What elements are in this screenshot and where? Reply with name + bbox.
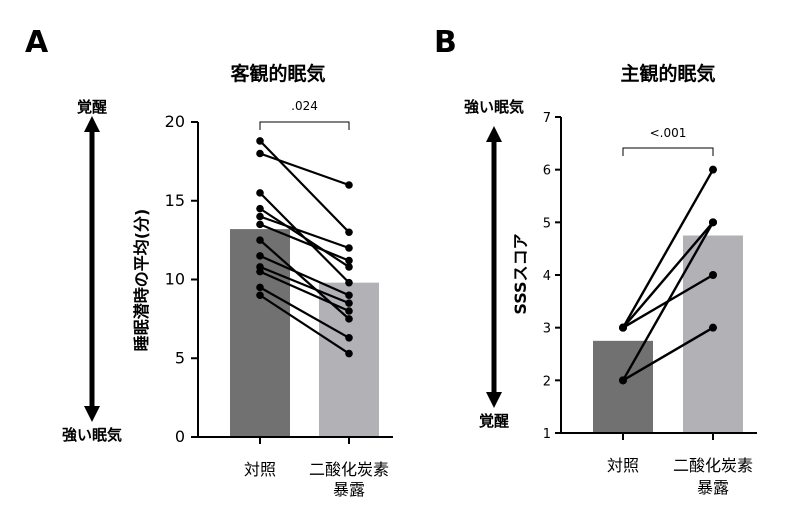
- panel-a-paired-line: [259, 152, 350, 187]
- panel-a-paired-line: [259, 215, 350, 250]
- panel-a-point-control: [256, 236, 264, 244]
- panel-b-paired-line: [621, 169, 715, 329]
- panel-a-paired-line: [259, 207, 350, 268]
- panel-b-point-exposure: [709, 165, 717, 174]
- panel-a-point-exposure: [345, 278, 353, 287]
- panel-a-paired-line: [259, 270, 350, 313]
- panel-a-bar-1: [230, 229, 290, 437]
- panel-a-point-exposure: [345, 315, 353, 323]
- panel-b-bar-1: [593, 340, 653, 433]
- panel-b-y-tick-label: 1: [543, 427, 551, 442]
- panel-a-point-exposure: [345, 228, 353, 237]
- panel-a-title: 客観的眠気: [230, 62, 325, 85]
- panel-b-paired-line: [622, 326, 714, 382]
- panel-a-category-label: 二酸化炭素: [309, 460, 389, 479]
- panel-a-point-control: [256, 220, 264, 229]
- panel-a-category-label: 暴露: [333, 480, 365, 499]
- panel-a-y-axis-label: 睡眠潜時の平均(分): [132, 209, 151, 352]
- panel-a-paired-line: [259, 294, 350, 355]
- panel-a-arrow-bottom-label: 強い眠気: [62, 426, 122, 444]
- panel-a-point-exposure: [345, 299, 353, 307]
- panel-a-y-tick-label: 15: [165, 191, 185, 210]
- panel-a-point-control: [256, 252, 264, 260]
- panel-b-significance-bracket: [622, 147, 714, 156]
- panel-b-bar-2: [683, 235, 743, 433]
- panel-b-y-tick-label: 7: [543, 111, 551, 126]
- panel-b-arrow-top-label: 強い眠気: [464, 98, 524, 116]
- panel-a-paired-line: [259, 254, 350, 297]
- panel-a-point-control: [256, 291, 264, 300]
- panel-a-point-control: [256, 149, 264, 158]
- panel-a-point-exposure: [345, 307, 353, 315]
- panel-b-y-tick-label: 5: [543, 216, 551, 231]
- panel-a-point-exposure: [345, 244, 353, 252]
- panel-b-category-label: 対照: [607, 456, 639, 475]
- panel-b-point-exposure: [709, 323, 717, 332]
- panel-a-paired-line: [259, 265, 350, 305]
- panel-a-y-tick-label: 20: [165, 112, 185, 131]
- panel-a-point-control: [256, 189, 264, 197]
- panel-a-y-tick-label: 10: [165, 270, 185, 289]
- panel-a-point-exposure: [345, 263, 353, 271]
- panel-a-point-control: [256, 283, 264, 292]
- panel-a-point-control: [256, 267, 264, 276]
- panel-a-point-exposure: [345, 181, 353, 189]
- panel-a-point-exposure: [345, 349, 353, 358]
- panel-a-point-control: [256, 212, 264, 221]
- panel-b-y-tick-label: 3: [543, 322, 551, 337]
- panel-b-paired-line: [621, 221, 715, 381]
- panel-a-point-exposure: [345, 333, 353, 342]
- panel-a-point-exposure: [345, 291, 353, 300]
- panel-a-paired-line: [259, 223, 350, 262]
- panel-b-title: 主観的眠気: [620, 62, 715, 85]
- panel-a-point-control: [256, 137, 264, 145]
- panel-b-y-tick-label: 2: [543, 374, 551, 389]
- panel-a-paired-line: [259, 140, 350, 234]
- panel-a-arrow-top-label: 覚醒: [77, 98, 107, 116]
- panel-b-point-exposure: [709, 218, 717, 227]
- panel-a-y-tick-label: 0: [175, 427, 185, 446]
- panel-b-letter: B: [434, 25, 457, 60]
- panel-b-paired-line: [622, 221, 714, 329]
- panel-a-paired-line: [259, 286, 350, 339]
- panel-b-y-axis-label: SSSスコア: [511, 233, 530, 314]
- panel-b-arrow-bottom-label: 覚醒: [479, 412, 509, 430]
- panel-b-point-exposure: [709, 271, 717, 279]
- panel-b-y-tick-label: 6: [543, 164, 551, 179]
- panel-b-y-tick-label: 4: [543, 269, 551, 284]
- panel-b-point-control: [619, 323, 627, 332]
- panel-a-significance-bracket: [259, 121, 350, 130]
- panel-a-point-exposure: [345, 256, 353, 265]
- panel-a-letter: A: [25, 25, 49, 60]
- panel-b-significance-label: <.001: [650, 126, 687, 140]
- panel-b-category-label: 暴露: [697, 478, 729, 497]
- panel-b-point-control: [619, 376, 627, 385]
- panel-a-category-label: 対照: [244, 460, 276, 479]
- panel-a-point-control: [256, 204, 264, 213]
- panel-a-paired-line: [259, 239, 350, 320]
- panel-a-y-tick-label: 5: [175, 348, 185, 367]
- panel-a-significance-label: .024: [291, 99, 318, 113]
- panel-b-category-label: 二酸化炭素: [673, 456, 753, 475]
